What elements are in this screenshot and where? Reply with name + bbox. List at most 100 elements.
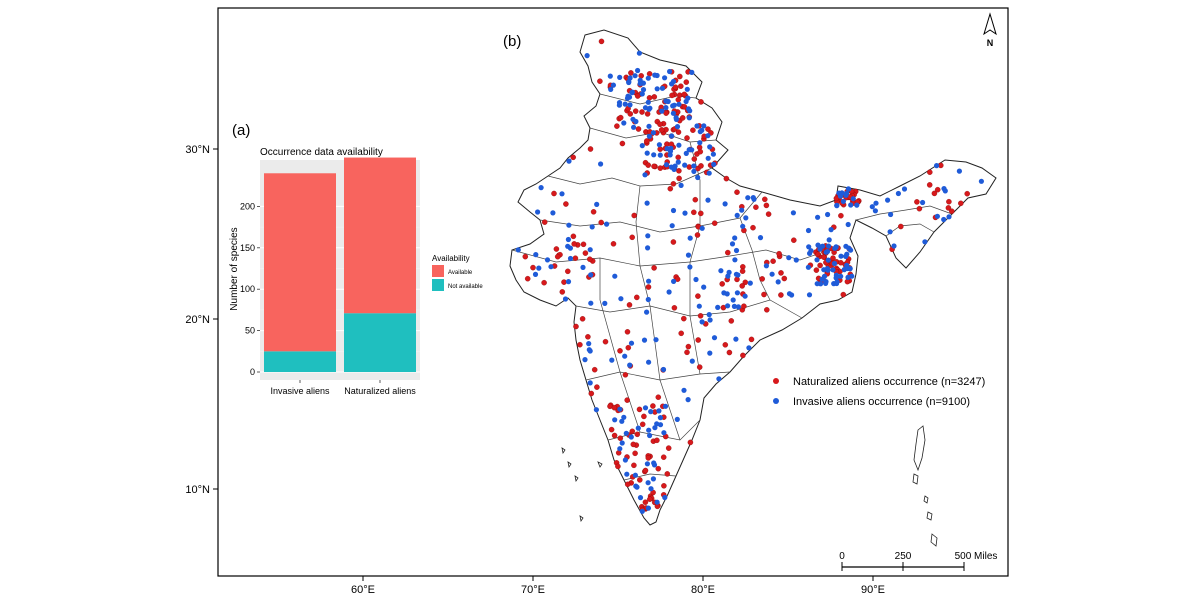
invasive-point <box>682 162 688 168</box>
invasive-point <box>667 152 673 158</box>
legend-available-swatch <box>432 265 444 277</box>
invasive-point <box>626 79 632 85</box>
invasive-point <box>705 197 711 203</box>
invasive-point <box>602 300 608 306</box>
invasive-point <box>669 223 675 229</box>
invasive-point <box>718 268 724 274</box>
lat-label-20: 20°N <box>185 314 210 326</box>
naturalized-point <box>634 294 640 301</box>
north-arrow: N <box>983 12 997 48</box>
naturalized-point <box>678 83 684 89</box>
naturalized-point <box>634 431 641 438</box>
invasive-point <box>732 257 738 263</box>
invasive-point <box>650 476 657 482</box>
naturalized-point <box>571 241 577 247</box>
invasive-point <box>707 144 713 150</box>
y-tick-label: 150 <box>240 243 255 253</box>
invasive-point <box>619 418 625 424</box>
naturalized-point <box>670 181 677 187</box>
naturalized-point <box>684 135 690 141</box>
naturalized-point <box>676 168 682 174</box>
naturalized-point <box>651 163 657 170</box>
bar-invasive-aliens-not-available <box>264 351 336 372</box>
lat-label-30: 30°N <box>185 144 210 156</box>
bar-invasive-aliens-available <box>264 173 336 352</box>
naturalized-point <box>776 250 782 257</box>
naturalized-point <box>559 289 566 295</box>
invasive-point <box>548 264 554 270</box>
invasive-point <box>805 264 812 270</box>
invasive-point <box>825 267 831 273</box>
invasive-point <box>544 257 551 263</box>
naturalized-point <box>587 146 594 152</box>
invasive-point <box>848 202 854 208</box>
naturalized-point <box>697 313 704 319</box>
naturalized-point <box>964 190 970 197</box>
naturalized-point <box>655 394 662 400</box>
invasive-point <box>873 200 879 206</box>
naturalized-point <box>690 127 696 133</box>
invasive-point <box>934 163 940 169</box>
invasive-point <box>632 73 638 79</box>
naturalized-point <box>675 96 682 103</box>
naturalized-point <box>695 293 701 299</box>
naturalized-point <box>654 437 660 444</box>
naturalized-point <box>580 241 587 248</box>
naturalized-point <box>761 291 767 298</box>
invasive-point <box>566 158 572 164</box>
y-tick-label: 200 <box>240 201 255 211</box>
invasive-point <box>716 376 722 382</box>
naturalized-point <box>763 202 770 209</box>
invasive-point <box>825 257 831 263</box>
naturalized-point <box>748 336 755 343</box>
naturalized-point <box>684 349 690 356</box>
naturalized-point <box>817 262 823 269</box>
invasive-point <box>673 116 680 122</box>
invasive-point <box>834 280 840 287</box>
invasive-point <box>843 253 849 259</box>
invasive-point <box>844 262 850 268</box>
invasive-point <box>616 102 623 108</box>
invasive-point <box>584 53 590 59</box>
invasive-point <box>565 279 572 285</box>
invasive-point <box>607 73 613 79</box>
naturalized-point <box>615 463 621 470</box>
invasive-point <box>662 403 669 409</box>
invasive-point <box>675 159 681 165</box>
lon-label-60: 60°E <box>351 584 375 596</box>
invasive-point <box>657 422 664 428</box>
naturalized-point <box>551 190 557 197</box>
invasive-point <box>580 264 586 270</box>
invasive-point <box>628 340 635 346</box>
scale-bar: 0 250 500 Miles <box>839 551 997 571</box>
invasive-point <box>733 247 740 254</box>
scale-tick-500: 500 Miles <box>955 551 998 562</box>
naturalized-point <box>660 454 667 460</box>
invasive-point <box>691 163 697 169</box>
naturalized-point <box>723 175 730 182</box>
invasive-point <box>642 172 648 178</box>
invasive-point <box>674 416 680 422</box>
legend-not-available-swatch <box>432 279 444 291</box>
naturalized-point <box>838 259 844 266</box>
invasive-point <box>735 304 742 310</box>
invasive-point <box>686 115 692 121</box>
invasive-point <box>654 86 660 92</box>
naturalized-point <box>626 302 633 308</box>
naturalized-point <box>675 154 681 161</box>
naturalized-point <box>522 253 529 260</box>
invasive-point <box>742 293 748 299</box>
naturalized-point <box>563 201 569 207</box>
naturalized-point <box>570 233 577 240</box>
invasive-occurrence-points <box>515 50 985 514</box>
invasive-point <box>956 168 963 174</box>
invasive-point <box>663 105 669 111</box>
invasive-point <box>645 296 651 303</box>
invasive-point <box>646 278 652 284</box>
invasive-point <box>850 196 856 202</box>
invasive-point <box>730 297 736 303</box>
invasive-point <box>612 417 618 423</box>
invasive-point <box>833 275 839 281</box>
naturalized-point <box>629 234 635 241</box>
invasive-point <box>668 164 675 170</box>
